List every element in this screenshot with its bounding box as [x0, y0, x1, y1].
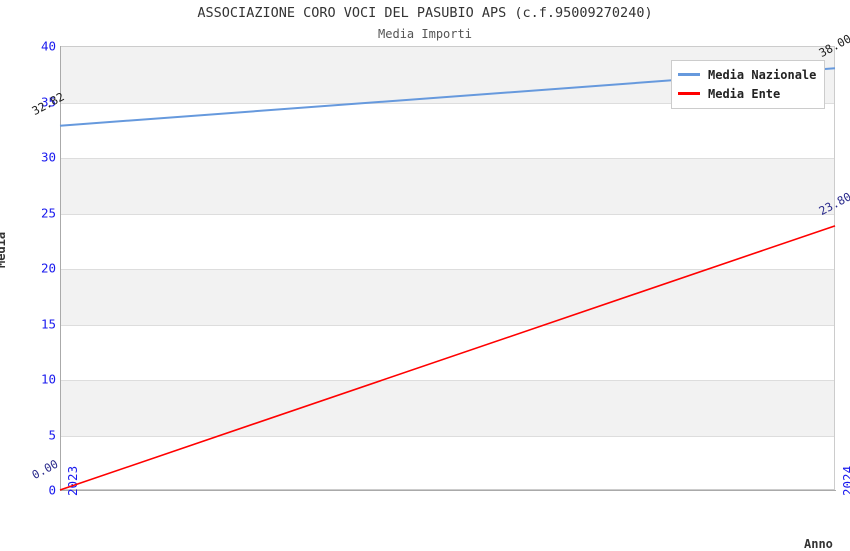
background-band [61, 269, 834, 325]
y-tick-label: 40 [40, 38, 56, 54]
chart-subtitle: Media Importi [378, 27, 472, 41]
y-tick-label: 5 [48, 427, 56, 442]
y-tick-label: 20 [40, 260, 56, 276]
chart-legend[interactable]: Media Nazionale Media Ente [671, 60, 826, 109]
x-tick-label: 2023 [65, 465, 80, 496]
y-tick-label: 25 [40, 205, 56, 220]
gridline [61, 158, 834, 159]
y-axis-line [60, 46, 61, 491]
y-axis-title: Media [0, 231, 8, 268]
x-axis-title: Anno [804, 537, 833, 551]
y-tick-label: 15 [40, 316, 56, 331]
y-tick-label: 0 [48, 482, 56, 498]
legend-swatch-red [678, 92, 700, 95]
gridline [61, 435, 834, 437]
gridline [61, 213, 834, 215]
x-tick-label: 2024 [840, 465, 850, 496]
legend-label-media-ente: Media Ente [708, 86, 781, 101]
gridline [61, 324, 834, 326]
chart-title: ASSOCIAZIONE CORO VOCI DEL PASUBIO APS (… [197, 5, 653, 21]
legend-item-media-nazionale[interactable]: Media Nazionale [678, 65, 816, 84]
y-tick-label: 35 [40, 94, 56, 109]
gridline [61, 380, 834, 381]
x-axis-line [60, 490, 836, 491]
y-axis-tick-labels: 0 5 10 15 20 25 30 35 40 [0, 0, 56, 550]
y-tick-label: 10 [40, 371, 56, 387]
plot-area [60, 46, 835, 490]
y-tick-label: 30 [40, 149, 56, 165]
legend-swatch-blue [678, 73, 700, 76]
gridline [61, 269, 834, 270]
legend-label-media-nazionale: Media Nazionale [708, 67, 817, 82]
background-band [61, 158, 834, 214]
legend-item-media-ente[interactable]: Media Ente [678, 84, 816, 103]
background-band [61, 380, 834, 436]
